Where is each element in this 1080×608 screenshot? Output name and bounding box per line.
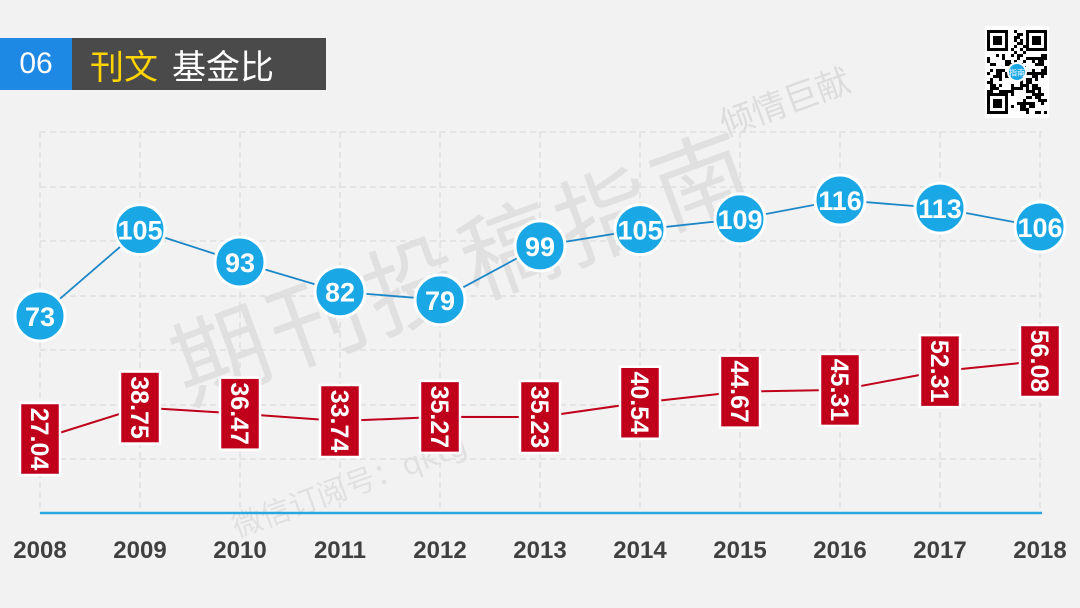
red-point: 38.75 [118, 370, 162, 445]
blue-data-label: 109 [717, 205, 762, 235]
red-point-box [618, 365, 662, 440]
blue-point [713, 192, 767, 246]
blue-point [613, 203, 667, 257]
section-number: 06 [0, 38, 72, 90]
red-data-label: 27.04 [25, 408, 53, 471]
blue-data-label: 116 [818, 186, 862, 216]
blue-point [913, 181, 967, 235]
x-tick-label: 2010 [213, 537, 266, 564]
red-point-box [18, 401, 62, 477]
x-tick-label: 2013 [513, 537, 566, 564]
red-data-label: 35.27 [425, 386, 453, 449]
red-point: 27.04 [18, 401, 62, 477]
page-title: 刊文 基金比 [72, 38, 326, 90]
blue-point [1013, 200, 1067, 254]
blue-point [513, 219, 567, 273]
red-point: 52.31 [918, 333, 962, 409]
red-point: 45.31 [818, 352, 862, 428]
x-tick-label: 2012 [413, 537, 466, 564]
x-tick-label: 2014 [613, 537, 667, 564]
red-point-box [318, 383, 362, 459]
red-point: 35.23 [518, 379, 562, 455]
x-tick-label: 2016 [813, 537, 866, 564]
blue-data-label: 93 [225, 248, 255, 278]
x-tick-label: 2008 [13, 537, 66, 564]
x-tick-label: 2017 [913, 537, 966, 564]
x-tick-label: 2015 [713, 537, 766, 564]
blue-data-label: 105 [117, 216, 162, 246]
blue-data-label: 99 [525, 232, 555, 262]
blue-point [413, 273, 467, 327]
blue-point [313, 265, 367, 319]
red-point-box [518, 379, 562, 455]
red-point-box [218, 376, 262, 451]
title-highlight: 刊文 [90, 47, 158, 88]
blue-data-label: 106 [1017, 213, 1062, 243]
red-point-box [918, 333, 962, 409]
red-point: 40.54 [618, 365, 662, 440]
red-data-label: 35.23 [525, 386, 553, 449]
blue-data-label: 73 [25, 302, 55, 332]
chart-grid [39, 131, 1042, 513]
red-point: 36.47 [218, 376, 262, 451]
blue-data-label: 82 [325, 278, 355, 308]
red-point: 56.08 [1018, 323, 1062, 399]
blue-data-label: 105 [617, 216, 662, 246]
qr-center-label: 指南 [1009, 68, 1025, 78]
series-red-markers: 27.04 38.75 36.47 33.74 35.27 35.23 40.54 44.67… [18, 323, 1062, 477]
red-point-box [118, 370, 162, 445]
qr-code-icon: 指南 [985, 26, 1049, 118]
blue-point [13, 289, 67, 343]
section-header: 06 刊文 基金比 [0, 38, 326, 90]
x-tick-label: 2009 [113, 537, 166, 564]
red-data-label: 40.54 [625, 371, 653, 434]
red-data-label: 56.08 [1025, 330, 1053, 393]
x-tick-labels: 2008 2009 2010 2011 2012 2013 2014 2015 2016 2017… [13, 537, 1066, 564]
red-data-label: 45.31 [825, 359, 853, 422]
red-data-label: 52.31 [925, 340, 953, 403]
x-tick-label: 2011 [314, 537, 366, 564]
x-tick-label: 2018 [1013, 537, 1066, 564]
series-blue-markers: 73 105 93 82 79 99 105 109 116 113 106 [13, 173, 1067, 343]
red-point-box [718, 354, 762, 429]
blue-point [213, 235, 267, 289]
red-point: 35.27 [418, 379, 462, 455]
blue-data-label: 79 [425, 286, 455, 316]
red-point: 33.74 [318, 383, 362, 459]
red-point: 44.67 [718, 354, 762, 429]
red-data-label: 36.47 [225, 382, 253, 445]
red-point-box [818, 352, 862, 428]
red-point-box [1018, 323, 1062, 399]
red-data-label: 33.74 [325, 390, 353, 453]
red-data-label: 44.67 [725, 360, 753, 423]
red-point-box [418, 379, 462, 455]
title-rest: 基金比 [172, 47, 274, 88]
blue-data-label: 113 [918, 194, 962, 224]
blue-point [113, 203, 167, 257]
blue-point [813, 173, 867, 227]
red-data-label: 38.75 [125, 376, 153, 439]
